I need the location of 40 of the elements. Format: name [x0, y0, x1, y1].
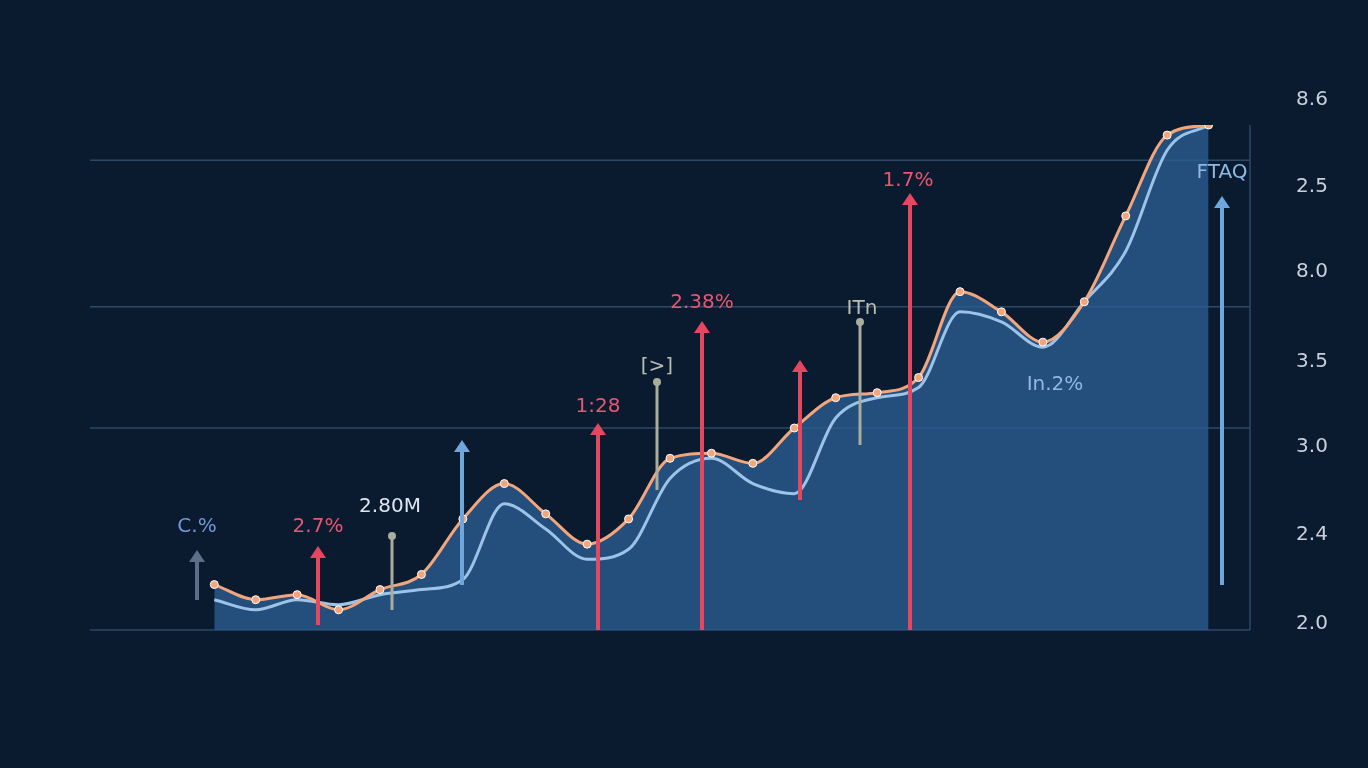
annotation: C.% — [177, 513, 217, 537]
point — [251, 595, 261, 605]
point — [914, 373, 924, 382]
annotation: 2.38% — [670, 289, 734, 313]
text: 3.0 — [1296, 433, 1328, 457]
point — [1162, 130, 1172, 140]
annotation: 2.7% — [292, 513, 344, 537]
point — [499, 479, 509, 489]
point — [1121, 211, 1131, 221]
point — [541, 509, 551, 519]
point — [665, 453, 675, 463]
annotation: ITn — [846, 295, 878, 319]
point — [789, 423, 799, 433]
annotation: 1:28 — [575, 393, 621, 417]
point — [209, 580, 219, 590]
annotation: In.2% — [1026, 371, 1084, 395]
point — [375, 585, 385, 595]
point — [831, 393, 841, 403]
point — [416, 569, 426, 579]
point — [1079, 297, 1089, 307]
point — [1038, 337, 1048, 347]
annotation: 2.80M — [359, 493, 421, 517]
point — [334, 605, 344, 615]
point — [872, 388, 882, 398]
annotation: [>] — [640, 353, 674, 377]
text: 2.0 — [1296, 610, 1328, 634]
point — [582, 539, 592, 549]
point — [955, 287, 965, 297]
text: 2.5 — [1296, 173, 1328, 197]
text: 8.0 — [1296, 258, 1328, 282]
text: 2.4 — [1296, 521, 1328, 545]
point — [996, 307, 1006, 317]
point — [624, 514, 634, 524]
text: 3.5 — [1296, 348, 1328, 372]
annotation: FTAQ — [1196, 159, 1248, 183]
point — [748, 458, 758, 468]
point — [706, 448, 716, 458]
point — [292, 590, 302, 600]
annotation: 1.7% — [882, 167, 934, 191]
text: 8.6 — [1296, 86, 1328, 110]
